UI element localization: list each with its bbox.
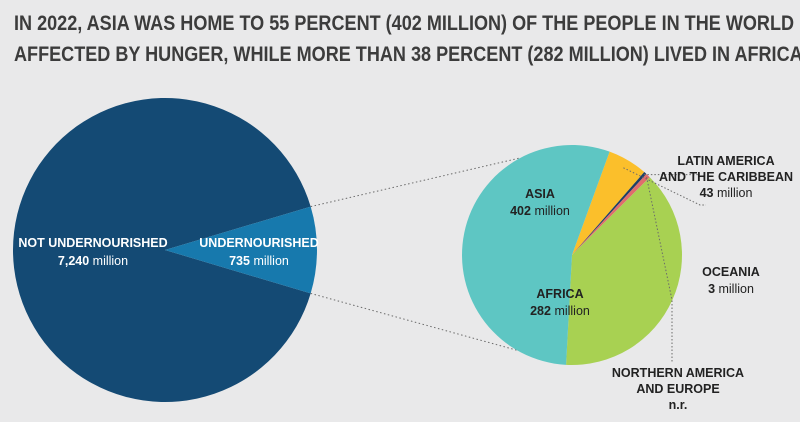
value-undernourished: 735 million bbox=[229, 254, 289, 268]
slice-latam bbox=[572, 151, 645, 255]
value-africa: 282 million bbox=[530, 304, 590, 318]
value-latam: 43 million bbox=[700, 186, 753, 200]
label-undernourished: UNDERNOURISHED bbox=[199, 236, 318, 250]
label-not-undernourished: NOT UNDERNOURISHED bbox=[18, 236, 167, 250]
label-africa: AFRICA bbox=[536, 287, 583, 301]
slice-asia bbox=[462, 145, 610, 365]
value-nae: n.r. bbox=[669, 398, 688, 412]
leader-latam bbox=[623, 167, 706, 206]
slice-not-undernourished bbox=[12, 98, 311, 403]
slice-africa bbox=[566, 177, 682, 366]
chart-title: IN 2022, ASIA WAS HOME TO 55 PERCENT (40… bbox=[14, 8, 800, 70]
title-line-1: IN 2022, ASIA WAS HOME TO 55 PERCENT (40… bbox=[14, 12, 795, 35]
value-oceania: 3 million bbox=[708, 282, 754, 296]
slice-oceania bbox=[572, 172, 647, 255]
label-asia: ASIA bbox=[525, 187, 555, 201]
value-not-undernourished: 7,240 million bbox=[58, 254, 128, 268]
label-nae-line1: NORTHERN AMERICA bbox=[612, 366, 744, 380]
leader-lines bbox=[623, 167, 706, 362]
slice-nae bbox=[572, 173, 650, 255]
label-nae-line2: AND EUROPE bbox=[636, 382, 719, 396]
slice-undernourished bbox=[165, 206, 317, 294]
value-asia: 402 million bbox=[510, 204, 570, 218]
label-latam-line2: AND THE CARIBBEAN bbox=[659, 170, 793, 184]
label-oceania: OCEANIA bbox=[702, 265, 760, 279]
regions-pie bbox=[462, 145, 682, 366]
title-line-2: AFFECTED BY HUNGER, WHILE MORE THAN 38 P… bbox=[14, 43, 800, 66]
world-pie bbox=[12, 98, 317, 403]
label-latam-line1: LATIN AMERICA bbox=[677, 154, 774, 168]
